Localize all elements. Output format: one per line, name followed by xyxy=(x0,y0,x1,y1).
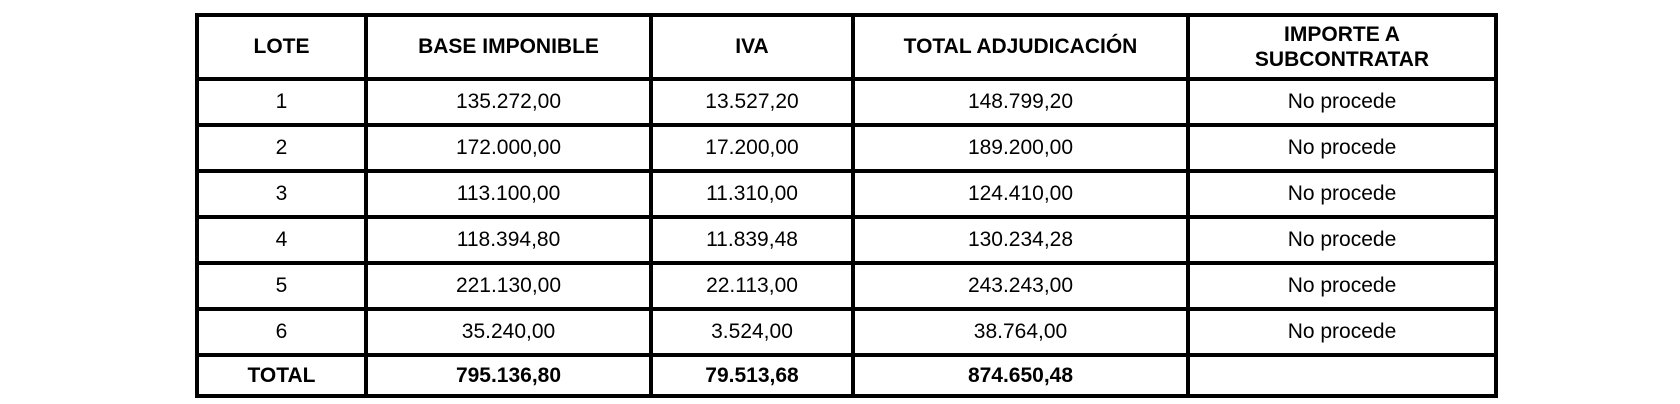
cell-total: 148.799,20 xyxy=(851,77,1190,127)
cell-base: 135.272,00 xyxy=(364,77,653,127)
cell-total: 189.200,00 xyxy=(851,123,1190,173)
cell-iva: 79.513,68 xyxy=(649,353,855,398)
cell-sub xyxy=(1186,353,1498,398)
cell-base: 221.130,00 xyxy=(364,261,653,311)
cell-total: 124.410,00 xyxy=(851,169,1190,219)
header-row: LOTE BASE IMPONIBLE IVA TOTAL ADJUDICACI… xyxy=(195,13,1498,81)
cell-lote: TOTAL xyxy=(195,353,368,398)
cell-iva: 22.113,00 xyxy=(649,261,855,311)
cell-total: 243.243,00 xyxy=(851,261,1190,311)
cell-iva: 11.839,48 xyxy=(649,215,855,265)
cell-sub: No procede xyxy=(1186,261,1498,311)
cell-base: 118.394,80 xyxy=(364,215,653,265)
cell-lote: 3 xyxy=(195,169,368,219)
cell-total: 130.234,28 xyxy=(851,215,1190,265)
cell-total: 874.650,48 xyxy=(851,353,1190,398)
lot-row-5: 5 221.130,00 22.113,00 243.243,00 No procede xyxy=(195,261,1498,311)
cell-sub: No procede xyxy=(1186,169,1498,219)
lots-award-table-wrap: LOTE BASE IMPONIBLE IVA TOTAL ADJUDICACI… xyxy=(195,13,1498,398)
cell-sub: No procede xyxy=(1186,77,1498,127)
cell-lote: 2 xyxy=(195,123,368,173)
cell-sub: No procede xyxy=(1186,215,1498,265)
cell-base: 172.000,00 xyxy=(364,123,653,173)
header-total-adjudicacion: TOTAL ADJUDICACIÓN xyxy=(851,13,1190,81)
lots-award-table: LOTE BASE IMPONIBLE IVA TOTAL ADJUDICACI… xyxy=(195,13,1498,398)
total-row: TOTAL 795.136,80 79.513,68 874.650,48 xyxy=(195,353,1498,398)
cell-lote: 1 xyxy=(195,77,368,127)
cell-lote: 4 xyxy=(195,215,368,265)
cell-lote: 6 xyxy=(195,307,368,357)
header-importe-subcontratar: IMPORTE A SUBCONTRATAR xyxy=(1186,13,1498,81)
cell-base: 35.240,00 xyxy=(364,307,653,357)
cell-iva: 17.200,00 xyxy=(649,123,855,173)
lot-row-3: 3 113.100,00 11.310,00 124.410,00 No procede xyxy=(195,169,1498,219)
table-header: LOTE BASE IMPONIBLE IVA TOTAL ADJUDICACI… xyxy=(195,13,1498,81)
lot-row-4: 4 118.394,80 11.839,48 130.234,28 No procede xyxy=(195,215,1498,265)
header-lote: LOTE xyxy=(195,13,368,81)
cell-iva: 3.524,00 xyxy=(649,307,855,357)
cell-sub: No procede xyxy=(1186,123,1498,173)
cell-base: 113.100,00 xyxy=(364,169,653,219)
lot-row-6: 6 35.240,00 3.524,00 38.764,00 No procede xyxy=(195,307,1498,357)
cell-sub: No procede xyxy=(1186,307,1498,357)
cell-iva: 13.527,20 xyxy=(649,77,855,127)
cell-lote: 5 xyxy=(195,261,368,311)
cell-base: 795.136,80 xyxy=(364,353,653,398)
cell-total: 38.764,00 xyxy=(851,307,1190,357)
cell-iva: 11.310,00 xyxy=(649,169,855,219)
lot-row-2: 2 172.000,00 17.200,00 189.200,00 No procede xyxy=(195,123,1498,173)
header-iva: IVA xyxy=(649,13,855,81)
header-base-imponible: BASE IMPONIBLE xyxy=(364,13,653,81)
lot-row-1: 1 135.272,00 13.527,20 148.799,20 No procede xyxy=(195,77,1498,127)
table-body: 1 135.272,00 13.527,20 148.799,20 No procede… xyxy=(195,77,1498,398)
